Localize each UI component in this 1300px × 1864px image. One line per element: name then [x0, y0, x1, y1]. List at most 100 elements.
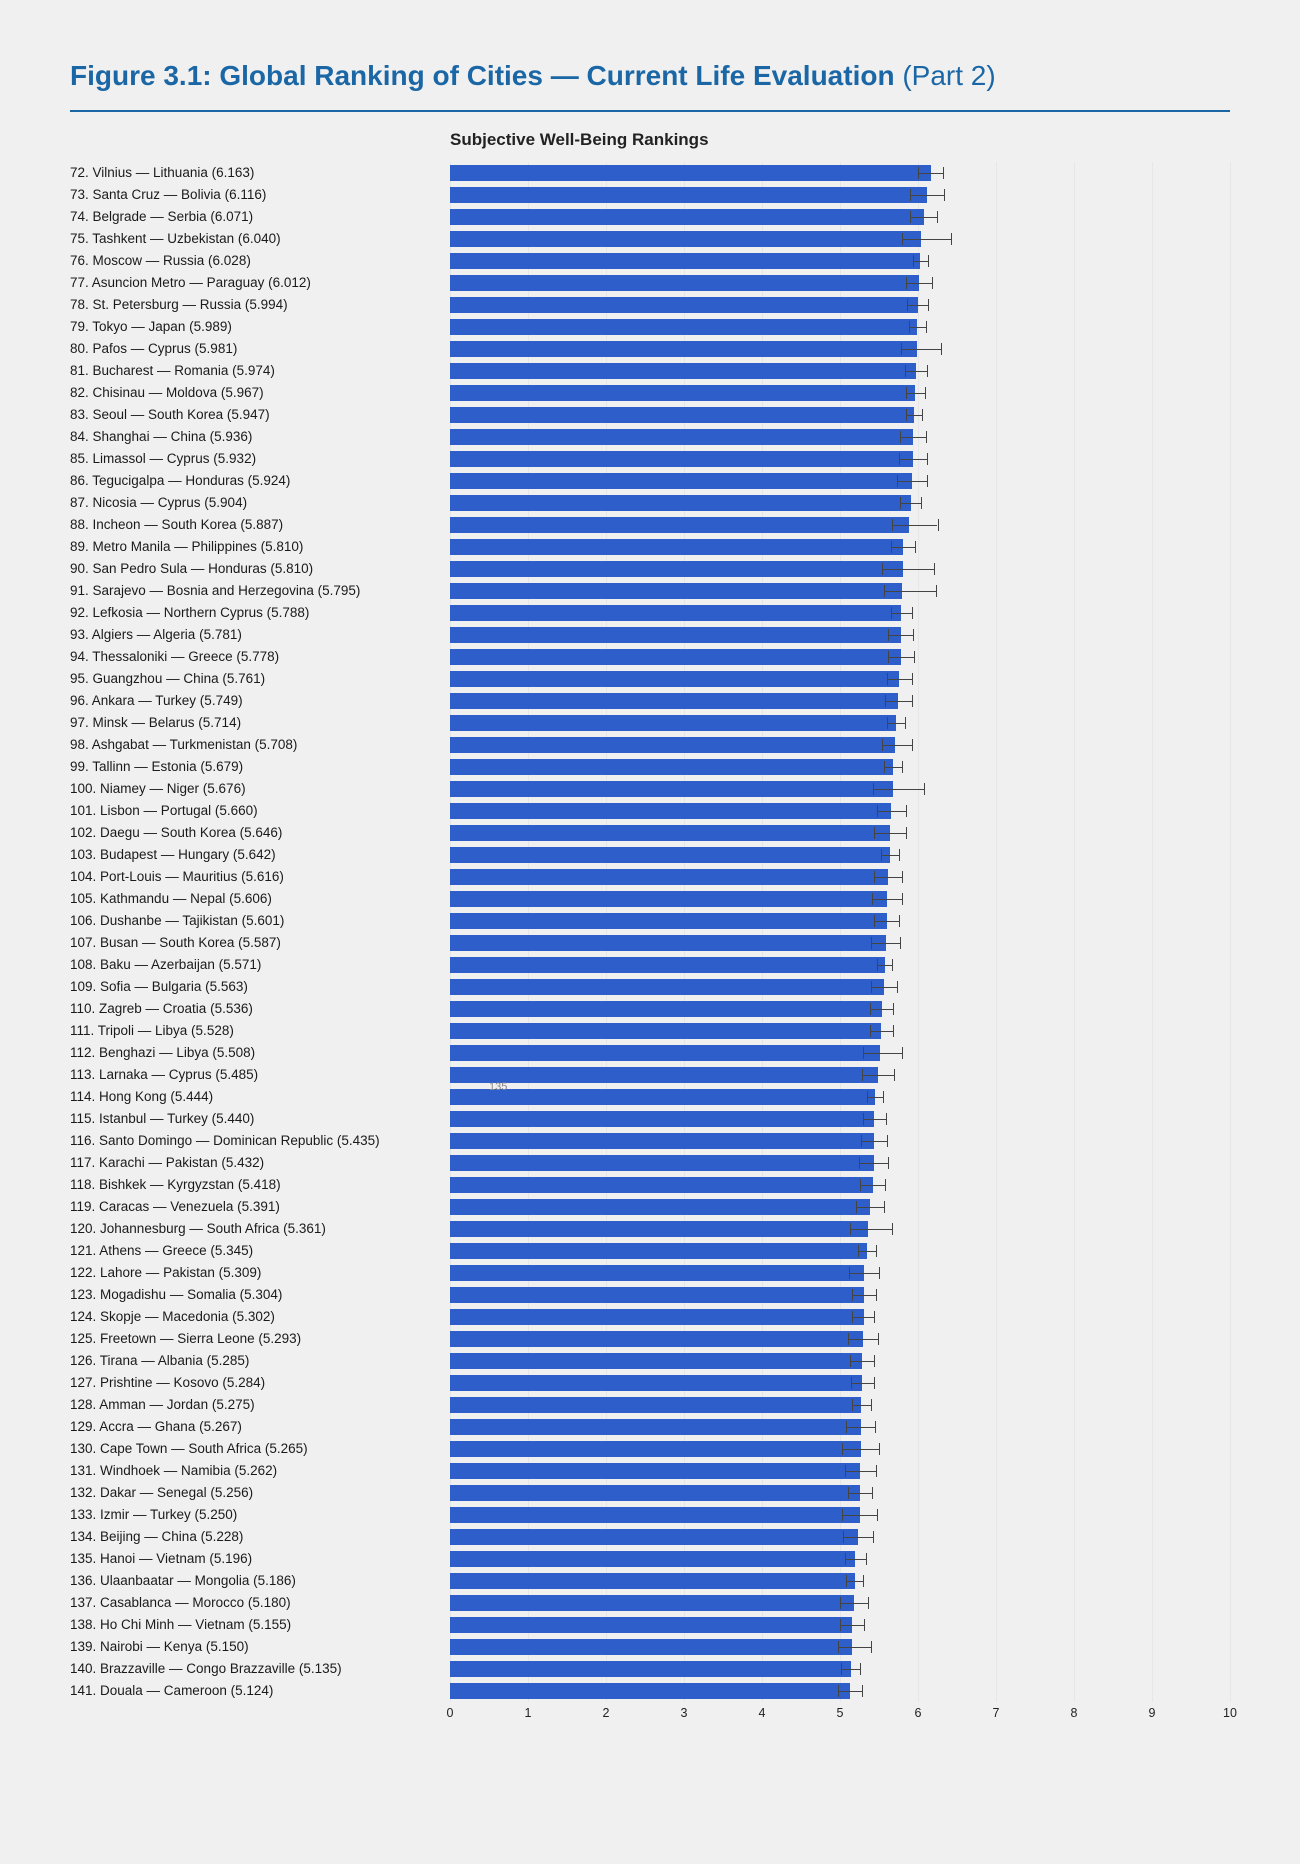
ci-cap [902, 871, 903, 883]
figure-title-part: (Part 2) [902, 60, 995, 91]
ci-cap [879, 1443, 880, 1455]
row-label: 78. St. Petersburg — Russia (5.994) [70, 294, 445, 316]
chart-row: 85. Limassol — Cyprus (5.932) [70, 448, 1230, 470]
ci-whisker [861, 1141, 887, 1142]
ci-whisker [849, 1273, 879, 1274]
ci-cap [893, 1025, 894, 1037]
ci-whisker [838, 1647, 871, 1648]
ci-whisker [881, 855, 900, 856]
row-label: 104. Port-Louis — Mauritius (5.616) [70, 866, 445, 888]
chart-row: 105. Kathmandu — Nepal (5.606) [70, 888, 1230, 910]
ci-whisker [840, 1603, 868, 1604]
bar-area [450, 1482, 1230, 1504]
row-label: 112. Benghazi — Libya (5.508) [70, 1042, 445, 1064]
ci-whisker [856, 1207, 884, 1208]
ci-cap [850, 1223, 851, 1235]
chart-row: 72. Vilnius — Lithuania (6.163) [70, 162, 1230, 184]
row-label: 107. Busan — South Korea (5.587) [70, 932, 445, 954]
chart-row: 110. Zagreb — Croatia (5.536) [70, 998, 1230, 1020]
ci-cap [874, 827, 875, 839]
row-label: 117. Karachi — Pakistan (5.432) [70, 1152, 445, 1174]
chart-row: 132. Dakar — Senegal (5.256) [70, 1482, 1230, 1504]
ci-whisker [846, 1581, 862, 1582]
bar [450, 275, 919, 291]
ci-whisker [845, 1559, 866, 1560]
ci-cap [840, 1597, 841, 1609]
chart-row: 108. Baku — Azerbaijan (5.571) [70, 954, 1230, 976]
bar-area [450, 932, 1230, 954]
chart-row: 94. Thessaloniki — Greece (5.778) [70, 646, 1230, 668]
bar-area [450, 1636, 1230, 1658]
bar-area [450, 1196, 1230, 1218]
x-tick-label: 2 [603, 1706, 610, 1720]
bar [450, 297, 918, 313]
bar-area [450, 580, 1230, 602]
ci-cap [872, 893, 873, 905]
chart-row: 133. Izmir — Turkey (5.250) [70, 1504, 1230, 1526]
bar [450, 341, 917, 357]
bar [450, 979, 884, 995]
bar [450, 671, 899, 687]
ci-cap [884, 585, 885, 597]
bar [450, 1265, 864, 1281]
bar [450, 1045, 880, 1061]
row-label: 137. Casablanca — Morocco (5.180) [70, 1592, 445, 1614]
ci-cap [887, 717, 888, 729]
ci-cap [852, 1399, 853, 1411]
x-tick-label: 5 [837, 1706, 844, 1720]
row-label: 120. Johannesburg — South Africa (5.361) [70, 1218, 445, 1240]
bar [450, 1617, 852, 1633]
bar [450, 1089, 875, 1105]
ci-cap [845, 1465, 846, 1477]
ci-whisker [863, 1119, 886, 1120]
chart-row: 97. Minsk — Belarus (5.714) [70, 712, 1230, 734]
ci-whisker [910, 217, 937, 218]
ci-whisker [852, 1405, 872, 1406]
ci-cap [878, 1333, 879, 1345]
row-label: 74. Belgrade — Serbia (6.071) [70, 206, 445, 228]
chart-row: 104. Port-Louis — Mauritius (5.616) [70, 866, 1230, 888]
x-tick-label: 10 [1223, 1706, 1237, 1720]
ci-cap [876, 1245, 877, 1257]
bar [450, 759, 893, 775]
chart-row: 117. Karachi — Pakistan (5.432) [70, 1152, 1230, 1174]
bar [450, 1067, 878, 1083]
x-tick-label: 6 [915, 1706, 922, 1720]
bar-area [450, 866, 1230, 888]
ci-cap [871, 937, 872, 949]
bar-area [450, 1262, 1230, 1284]
x-tick-label: 9 [1149, 1706, 1156, 1720]
bar-area [450, 690, 1230, 712]
chart-row: 88. Incheon — South Korea (5.887) [70, 514, 1230, 536]
ci-whisker [870, 1009, 893, 1010]
chart-row: 136. Ulaanbaatar — Mongolia (5.186) [70, 1570, 1230, 1592]
ci-cap [900, 431, 901, 443]
ci-whisker [897, 481, 927, 482]
bar-area [450, 382, 1230, 404]
bar [450, 605, 901, 621]
ci-whisker [852, 1317, 874, 1318]
chart-row: 86. Tegucigalpa — Honduras (5.924) [70, 470, 1230, 492]
ci-cap [864, 1619, 865, 1631]
ci-whisker [891, 613, 911, 614]
ci-cap [913, 629, 914, 641]
chart-row: 126. Tirana — Albania (5.285) [70, 1350, 1230, 1372]
ci-cap [928, 255, 929, 267]
row-label: 89. Metro Manila — Philippines (5.810) [70, 536, 445, 558]
chart: Subjective Well-Being Rankings 012345678… [70, 162, 1230, 1726]
chart-row: 76. Moscow — Russia (6.028) [70, 250, 1230, 272]
ci-cap [944, 189, 945, 201]
chart-row: 114. Hong Kong (5.444) [70, 1086, 1230, 1108]
plot-area: 01234567891072. Vilnius — Lithuania (6.1… [70, 162, 1230, 1726]
bar-area [450, 558, 1230, 580]
bar-area [450, 822, 1230, 844]
ci-cap [897, 981, 898, 993]
ci-cap [871, 981, 872, 993]
ci-whisker [877, 811, 907, 812]
chart-row: 91. Sarajevo — Bosnia and Herzegovina (5… [70, 580, 1230, 602]
bar [450, 825, 890, 841]
bar-area [450, 492, 1230, 514]
bar-area [450, 1592, 1230, 1614]
ci-cap [905, 365, 906, 377]
bar-area [450, 1042, 1230, 1064]
